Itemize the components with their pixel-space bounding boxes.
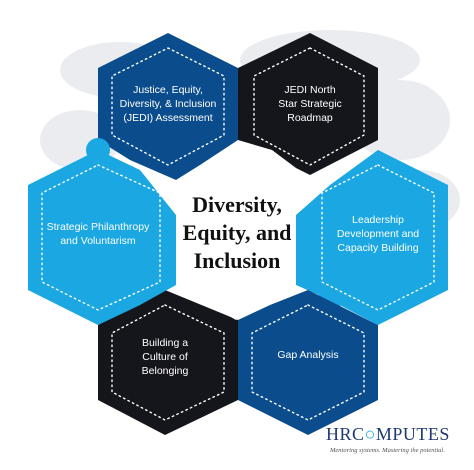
segment-text: Building a [142,337,188,349]
label-belonging: Building a Culture of Belonging [142,337,189,377]
label-north-star: JEDI North Star Strategic Roadmap [278,84,342,124]
dotted-border [253,47,365,166]
puzzle-tab [86,138,110,162]
dotted-border [111,47,225,166]
segment-shape [98,33,238,180]
dotted-border [111,304,225,421]
segment-text: JEDI North [284,84,336,96]
segment-text: Culture of [142,351,188,363]
center-hexagon [176,180,296,320]
segment-text: Roadmap [287,112,333,124]
svg-text:HRC○MPUTES: HRC○MPUTES [326,424,450,444]
dotted-border [321,164,435,311]
label-philanthropy: Strategic Philanthropy and Voluntarism [47,221,150,247]
center-title: Diversity, Equity, and Inclusion [183,192,292,273]
segment-belonging [98,290,238,435]
segment-text: Star Strategic [278,98,342,110]
segment-text: Leadership [352,214,404,226]
segment-shape [238,290,378,435]
brand-name-pre: HRC [326,424,365,444]
brand-name-post: MPUTES [376,424,450,444]
segment-text: Justice, Equity, [133,84,203,96]
segment-text: Diversity, & Inclusion [120,98,217,110]
segment-shape [98,290,238,435]
brand-tagline: Mentoring systems. Mastering the potenti… [329,447,445,454]
segment-text: Gap Analysis [277,349,338,361]
segment-philanthropy [28,138,176,325]
segment-shape [28,150,176,325]
segment-text: Capacity Building [337,242,418,254]
segment-north-star [238,33,378,175]
segment-shape [238,33,378,175]
segment-text: Strategic Philanthropy [47,221,150,233]
center-line-1: Diversity, [192,192,282,217]
brand-o-mark: ○ [365,424,376,444]
center-line-3: Inclusion [194,248,281,273]
segment-text: and Voluntarism [60,235,136,247]
dotted-border [251,304,365,421]
dotted-border [41,164,161,311]
segment-text: Development and [337,228,419,240]
label-leadership: Leadership Development and Capacity Buil… [337,214,419,254]
brand-logo: HRC○MPUTES Mentoring systems. Mastering … [326,424,450,454]
label-jedi-assessment: Justice, Equity, Diversity, & Inclusion … [120,84,217,124]
segment-text: (JEDI) Assessment [123,112,212,124]
segment-text: Belonging [142,365,189,377]
center-line-2: Equity, and [183,220,292,245]
label-gap-analysis: Gap Analysis [277,349,338,361]
segment-shape [296,150,448,325]
